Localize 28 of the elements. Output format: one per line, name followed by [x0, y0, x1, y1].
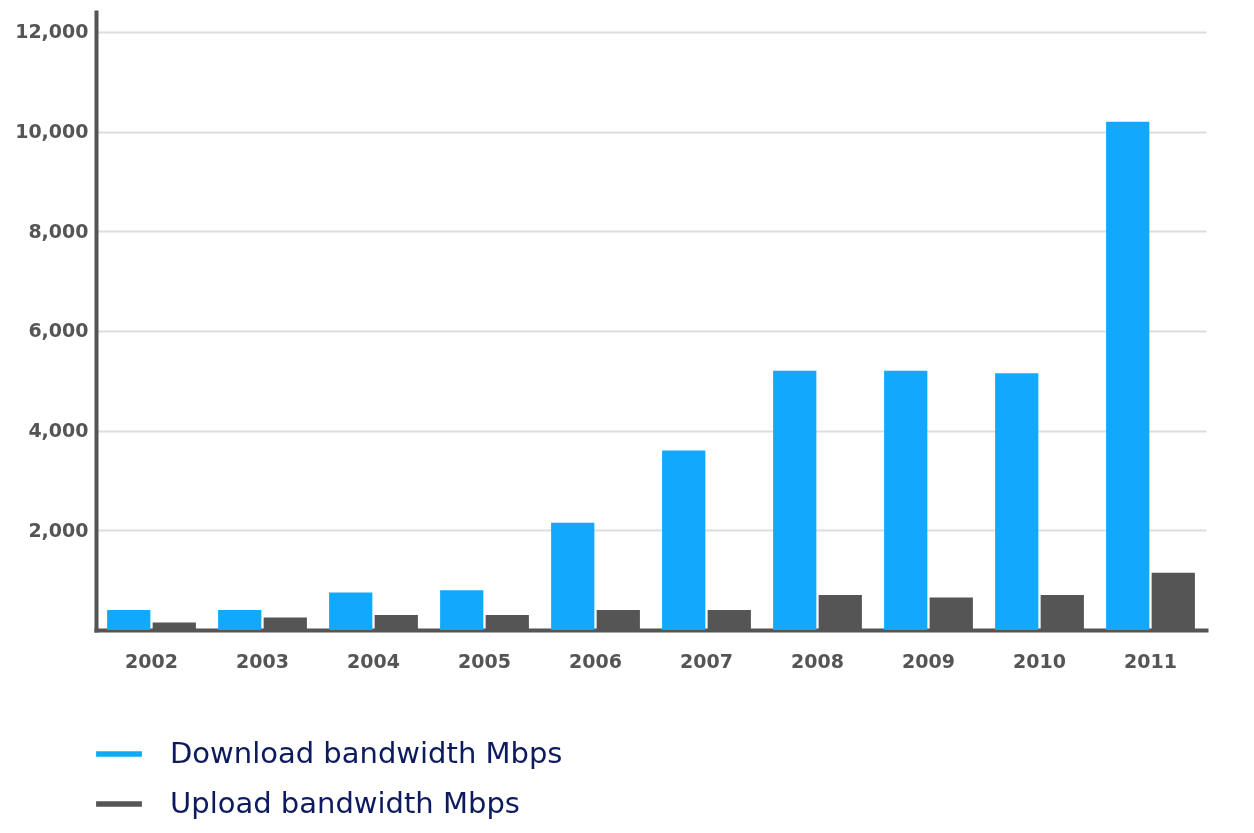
bar: [995, 373, 1039, 630]
x-tick-label: 2004: [347, 649, 400, 672]
y-tick-label: 2,000: [28, 518, 89, 541]
bar: [773, 370, 817, 630]
x-tick-label: 2005: [458, 649, 511, 672]
legend-label: Upload bandwidth Mbps: [170, 786, 520, 820]
y-tick-label: 8,000: [28, 219, 89, 242]
bar: [1106, 121, 1150, 630]
y-tick-label: 6,000: [28, 319, 89, 342]
bar: [329, 592, 373, 630]
legend-label: Download bandwidth Mbps: [170, 736, 563, 770]
x-tick-label: 2007: [680, 649, 733, 672]
bar: [218, 610, 262, 630]
x-tick-label: 2009: [902, 649, 955, 672]
x-tick-label: 2003: [236, 649, 289, 672]
y-tick-label: 10,000: [15, 120, 89, 143]
bar: [884, 370, 928, 630]
x-tick-label: 2006: [569, 649, 622, 672]
bar: [662, 450, 706, 630]
x-tick-label: 2008: [791, 649, 844, 672]
y-tick-label: 4,000: [28, 419, 89, 442]
bar: [107, 610, 151, 630]
bar: [440, 590, 484, 630]
x-tick-label: 2011: [1124, 649, 1177, 672]
bar: [551, 522, 595, 630]
x-tick-label: 2002: [125, 649, 178, 672]
y-tick-label: 12,000: [15, 20, 89, 43]
x-tick-label: 2010: [1013, 649, 1066, 672]
